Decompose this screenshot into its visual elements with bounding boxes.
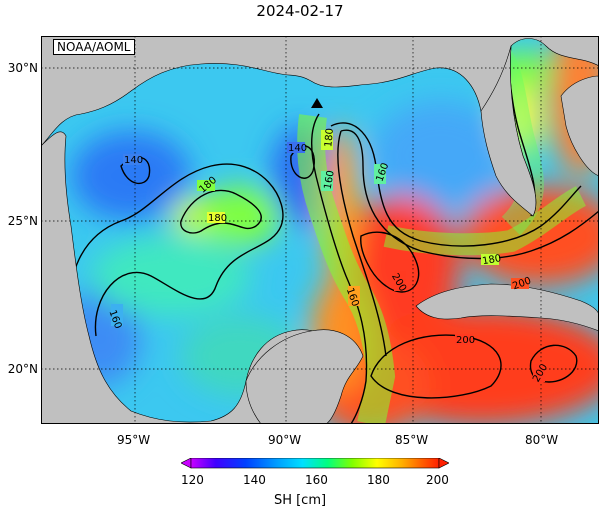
colorbar-gradient [190, 458, 440, 469]
contour-label: 200 [456, 335, 475, 346]
map-title: 2024-02-17 [256, 2, 344, 20]
graticule [41, 36, 599, 424]
triangle-marker[interactable] [311, 98, 323, 108]
contour-label: 180 [208, 213, 227, 224]
lon-label-80w: 80°W [525, 433, 559, 447]
contour-160-west [69, 163, 284, 337]
contour-180-loop [340, 129, 599, 260]
lon-label-90w: 90°W [268, 433, 302, 447]
contour-200-b [370, 334, 502, 399]
colorbar-tick: 140 [243, 473, 266, 487]
colorbar-tick: 200 [426, 473, 449, 487]
contour-label: 140 [288, 143, 307, 154]
land-bahamas [560, 75, 599, 177]
lat-label-25n: 25°N [7, 214, 38, 228]
land-florida [480, 45, 537, 217]
colorbar-title: SH [cm] [273, 493, 327, 508]
colorbar-min-arrow [181, 458, 192, 469]
contour-lines [69, 36, 599, 424]
contour-label: 180 [481, 253, 502, 267]
contour-label: 140 [124, 155, 143, 166]
colorbar-tick: 160 [305, 473, 328, 487]
contour-180-loop-inner [337, 130, 387, 357]
map-border [41, 36, 599, 424]
credit-label: NOAA/AOML [53, 39, 135, 55]
contour-label: 160 [323, 170, 337, 191]
lat-label-30n: 30°N [7, 61, 38, 75]
lat-label-20n: 20°N [7, 362, 38, 376]
lon-label-85w: 85°W [395, 433, 429, 447]
map-frame[interactable]: 140 140 160 160 160 160 180 180 180 180 [41, 36, 599, 424]
contour-200-c [529, 344, 578, 383]
colorbar [181, 458, 449, 469]
contour-180-west [180, 189, 262, 234]
contour-160-loop-east [330, 122, 582, 247]
lon-label-95w: 95°W [117, 433, 151, 447]
contour-200-a [360, 231, 420, 293]
colorbar-tick: 120 [181, 473, 204, 487]
colorbar-tick: 180 [367, 473, 390, 487]
contour-label: 180 [323, 128, 336, 148]
colorbar-max-arrow [438, 458, 449, 469]
map-svg[interactable]: 140 140 160 160 160 160 180 180 180 180 [41, 36, 599, 424]
contour-160-loop-west [311, 113, 368, 424]
